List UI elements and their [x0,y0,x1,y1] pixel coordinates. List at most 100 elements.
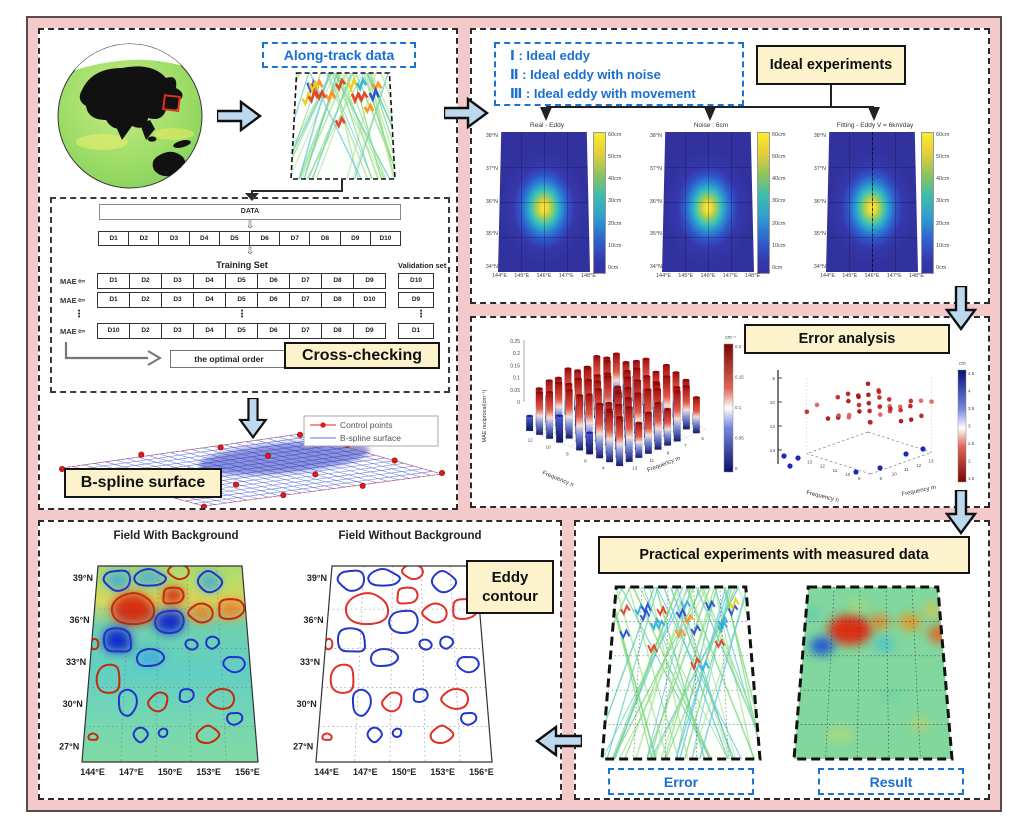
svg-text:13: 13 [632,465,638,470]
arrow-workflow-to-ideal [444,96,490,130]
training-cell: D5 [225,323,258,339]
svg-text:0.25: 0.25 [510,339,520,345]
svg-text:0.05: 0.05 [510,388,520,394]
svg-text:144°E: 144°E [80,767,105,777]
svg-text:8: 8 [772,376,775,382]
svg-text:cm⁻¹: cm⁻¹ [725,335,736,341]
training-cell: D7 [289,323,322,339]
legend-line-2: Ⅱ : Ideal eddy with noise [510,66,661,82]
svg-text:12: 12 [916,463,922,468]
lat-tick: 34°N [485,264,498,270]
lat-tick: 37°N [813,165,826,172]
training-cell: D9 [353,323,386,339]
svg-text:1.5: 1.5 [968,476,975,481]
training-set-header: Training Set [216,260,268,270]
svg-text:4.5: 4.5 [968,371,975,376]
practical-title: Practical experiments with measured data [598,536,970,574]
bspline-surface-label: B-spline surface [64,468,222,498]
legend-line-1: Ⅰ : Ideal eddy [510,47,590,63]
training-cell: D1 [97,292,130,308]
contour-no-bg-plot: 39°N 36°N 33°N 30°N 27°N 144°E 147°E 150°E 153°E… [293,565,494,777]
svg-text:5: 5 [701,436,704,441]
training-cell: D8 [321,323,354,339]
colorbar-tick: 50cm [772,154,786,161]
svg-text:2: 2 [968,459,971,464]
svg-text:144°E: 144°E [314,767,339,777]
svg-text:0.2: 0.2 [513,351,520,357]
lon-tick: 145°E [514,273,530,279]
colorbar-tick: 30cm [936,198,950,205]
data-segment: D7 [279,231,311,246]
eddy-field-map [826,132,918,272]
data-segment: D6 [249,231,281,246]
lat-tick: 34°N [813,264,826,270]
svg-text:3: 3 [968,424,971,429]
cross-checking-box: DATA ⇩ D1 D2 D3 D4 D5 D6 D7 D8 D9 D10 ⇩ Training … [50,197,450,393]
training-cell: D3 [161,323,194,339]
ideal-plot-1: Real - Eddy 38°N 37°N 36°N 35°N 34°N 60cm 50cm 4… [480,122,640,304]
colorbar [593,132,606,274]
svg-text:10: 10 [546,444,552,449]
colorbar-tick: 60cm [772,132,786,138]
colorbar-tick: 30cm [608,198,622,205]
svg-text:2.5: 2.5 [968,441,975,446]
colorbar-tick: 20cm [608,220,622,227]
svg-text:10: 10 [845,472,851,477]
mae-arrow-label: MAE ⇦ [60,294,86,305]
colorbar-tick: 10cm [608,242,622,249]
cv-row: MAE ⇦ D10 D2 D3 D4 D5 D6 D7 D8 D9 D1 [60,323,448,339]
arrow-practical-to-contour [534,724,582,758]
ideal-plot-title: Noise : 6cm [693,122,729,129]
training-cell: D3 [161,273,194,289]
training-cell: D2 [129,323,162,339]
panel-practical: Practical experiments with measured data… [574,520,990,800]
mae-arrow-label: MAE ⇦ [60,325,86,336]
svg-text:30°N: 30°N [297,699,317,709]
ideal-plot-title: Fitting - Eddy V = 6km/day [836,122,914,129]
arrow-to-optimal-order [64,342,162,366]
svg-text:12: 12 [528,437,534,442]
lon-tick: 147°E [886,273,902,279]
arrow-cross-to-bspline [238,398,268,440]
training-cell: D10 [353,292,386,308]
ideal-connector [540,85,880,121]
svg-text:10: 10 [770,400,776,406]
svg-text:36°N: 36°N [303,615,323,625]
svg-text:156°E: 156°E [235,767,260,777]
lat-tick: 38°N [649,133,662,139]
lat-tick: 38°N [485,133,498,139]
training-cell: D9 [353,273,386,289]
training-cell: D4 [193,323,226,339]
optimal-order-box: the optimal order [170,350,288,368]
scatter3d-plot: 8 10 12 14 13 12 11 10 9 9 10 11 12 13 Frequency n Freq… [770,361,975,504]
svg-text:7: 7 [684,443,687,448]
lat-tick: 35°N [485,231,498,238]
colorbar-tick: 40cm [772,176,786,183]
eddy-contour-label-line1: Eddy [491,569,529,586]
scatter3d-xlabel: Frequency m [901,485,936,498]
along-track-map [290,72,396,180]
data-segment: D5 [218,231,251,246]
colorbar [757,132,770,274]
lon-tick: 147°E [558,273,574,279]
training-cell: D6 [257,323,290,339]
svg-text:39°N: 39°N [307,573,327,583]
validation-cell: D1 [398,323,434,339]
bar3d-zlabel: MAE reciprocal(cm⁻¹) [482,389,488,442]
lat-tick: 35°N [649,231,662,238]
lon-tick: 146°E [864,273,880,279]
contour-with-bg-plot: 39°N 36°N 33°N 30°N 27°N 144°E 147°E 150°E 153°E… [59,565,260,777]
svg-text:39°N: 39°N [73,573,93,583]
lon-tick: 148°E [580,273,596,279]
data-segment: D2 [128,231,160,246]
svg-text:0: 0 [517,400,520,406]
contour-left-title: Field With Background [113,530,239,542]
lon-tick: 148°E [908,273,924,279]
svg-text:10: 10 [892,472,898,477]
svg-text:0.1: 0.1 [513,376,520,382]
lat-tick: 37°N [649,165,662,172]
lon-tick: 146°E [700,273,716,279]
svg-text:13: 13 [928,459,934,464]
